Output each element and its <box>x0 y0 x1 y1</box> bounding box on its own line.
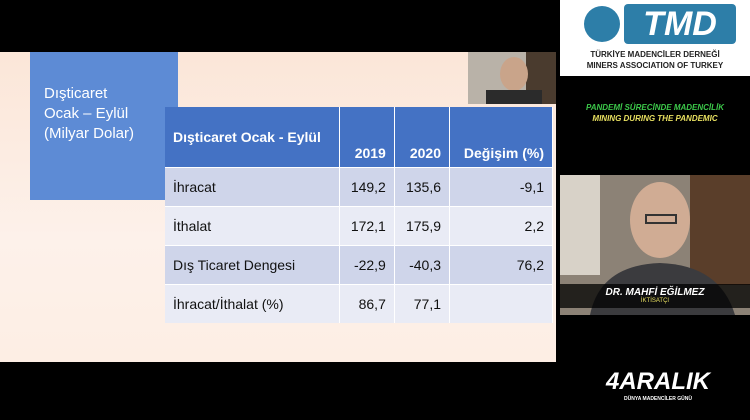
table-cell: İhracat <box>165 167 340 207</box>
name-bar: DR. MAHFİ EĞİLMEZ İKTİSATÇI <box>560 284 750 308</box>
table-cell: 2,2 <box>449 206 553 246</box>
table-cell: 86,7 <box>339 284 395 323</box>
table-cell: 77,1 <box>394 284 451 323</box>
table-cell: -40,3 <box>394 245 451 285</box>
table-cell: 175,9 <box>394 206 451 246</box>
trade-table: Dışticaret Ocak - Eylül 2019 2020 Değişim (… <box>165 107 553 323</box>
webcam-image <box>468 52 556 104</box>
event-logo: 4ARALIK <box>605 368 710 395</box>
slide-title-line: (Milyar Dolar) <box>44 125 134 142</box>
banner-title: PANDEMİ SÜRECİNDE MADENCİLİK <box>585 103 725 112</box>
table-row: İhracat/İthalat (%) 86,7 77,1 <box>165 284 553 323</box>
table-cell: 135,6 <box>394 167 451 207</box>
header-cell: Dışticaret Ocak - Eylül <box>165 107 340 168</box>
slide-title-box: Dışticaret Ocak – Eylül (Milyar Dolar) <box>30 52 178 200</box>
table-row: Dış Ticaret Dengesi -22,9 -40,3 76,2 <box>165 245 553 285</box>
header-row: Dışticaret Ocak - Eylül 2019 2020 Değişim (… <box>165 107 553 168</box>
header-cell: Değişim (%) <box>449 107 553 168</box>
table-cell: -9,1 <box>449 167 553 207</box>
logo-text: TMD <box>624 4 736 44</box>
logo-subtitle: MINERS ASSOCIATION OF TURKEY <box>586 61 724 70</box>
table-row: İhracat 149,2 135,6 -9,1 <box>165 167 553 207</box>
banner-subtitle: MINING DURING THE PANDEMIC <box>592 114 718 123</box>
table-cell: 149,2 <box>339 167 395 207</box>
webcam-small <box>468 52 556 104</box>
logo-subtitle: TÜRKİYE MADENCİLER DERNEĞİ <box>590 50 720 59</box>
speaker-role: İKTİSATÇI <box>640 298 670 304</box>
slide-title-line: Dışticaret <box>44 85 108 102</box>
event-subtitle: DÜNYA MADENCİLER GÜNÜ <box>624 396 692 402</box>
table-row: İthalat 172,1 175,9 2,2 <box>165 206 553 246</box>
table-cell: İhracat/İthalat (%) <box>165 284 340 323</box>
table-cell: İthalat <box>165 206 340 246</box>
header-cell: 2020 <box>394 107 451 168</box>
slide-title-line: Ocak – Eylül <box>44 105 129 122</box>
table-cell: 76,2 <box>449 245 553 285</box>
table-cell: 172,1 <box>339 206 395 246</box>
table-cell: -22,9 <box>339 245 395 285</box>
table-cell: Dış Ticaret Dengesi <box>165 245 340 285</box>
header-cell: 2019 <box>339 107 395 168</box>
logo-mark <box>584 6 620 42</box>
table-cell <box>449 284 553 323</box>
webcam-image <box>560 175 750 315</box>
speaker-name: DR. MAHFİ EĞİLMEZ <box>605 287 705 298</box>
